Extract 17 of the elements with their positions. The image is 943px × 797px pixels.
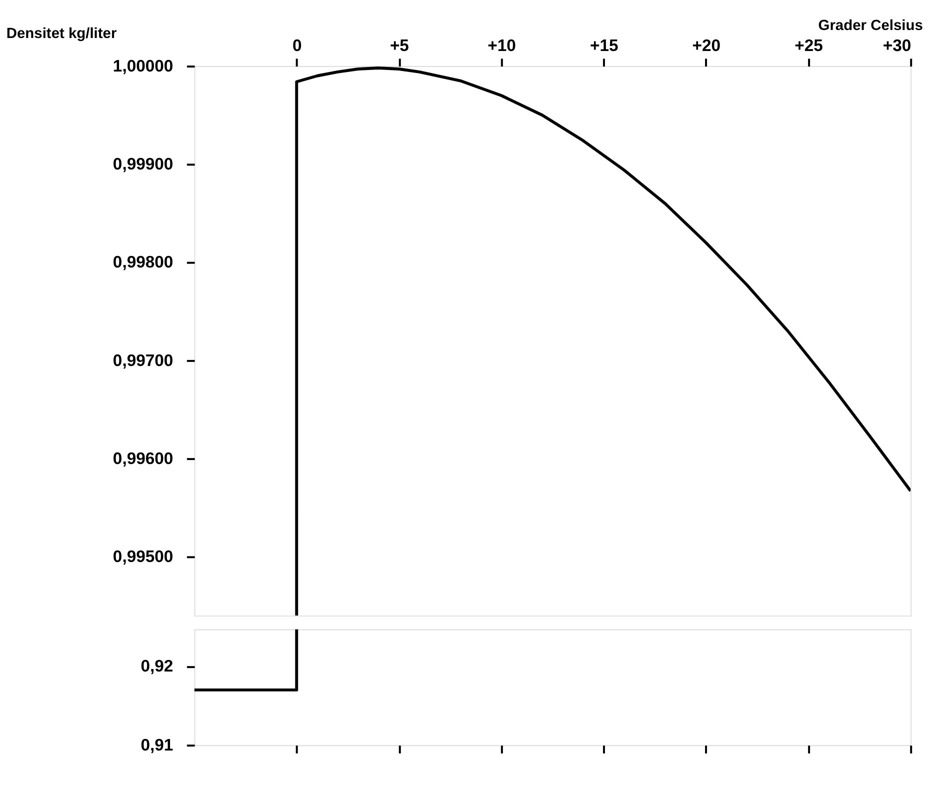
x-tick-label: +30 [882, 36, 912, 55]
y-tick-label: 0,91 [140, 735, 174, 754]
y-tick-label: 0,99800 [112, 252, 174, 272]
y-tick-label: 0,99900 [112, 154, 174, 174]
y-tick-label: 1,00000 [112, 56, 174, 76]
y-tick-label: 0,99500 [112, 547, 174, 566]
x-tick-label: +25 [794, 36, 823, 55]
x-tick-label: +5 [390, 36, 409, 55]
y-tick-label: 0,92 [140, 656, 174, 676]
x-tick-label: +20 [692, 36, 721, 55]
x-axis-title: Grader Celsius [818, 18, 923, 34]
y-tick-label: 0,99600 [112, 448, 174, 468]
x-tick-label: 0 [292, 36, 302, 55]
y-axis-title: Densitet kg/liter [6, 26, 117, 42]
x-tick-label: +10 [488, 36, 516, 55]
x-tick-label: +15 [590, 36, 618, 55]
y-tick-label: 0,99700 [112, 350, 174, 370]
